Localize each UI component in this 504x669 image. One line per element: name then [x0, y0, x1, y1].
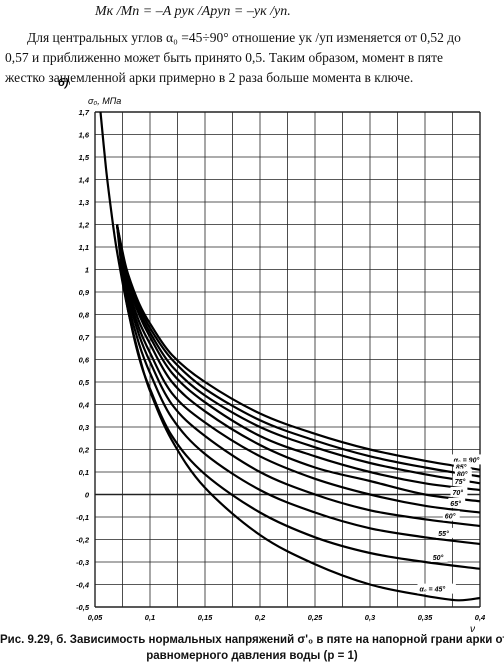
y-tick-label: -0,3	[76, 558, 90, 567]
curve-label: 50°	[433, 554, 444, 562]
x-tick-label: 0,05	[88, 613, 103, 622]
curve-label-bg	[436, 527, 454, 538]
x-tick-label: 0,1	[145, 613, 155, 622]
y-tick-label: 1,1	[79, 243, 89, 252]
curve-label: 85°	[456, 464, 467, 472]
caption-line-1: Рис. 9.29, б. Зависимость нормальных нап…	[0, 634, 504, 646]
panel-label: б)	[58, 77, 69, 89]
curve-label-bg	[454, 468, 472, 479]
curve-label-bg	[452, 475, 470, 486]
curve-label: α₀ = 45°	[420, 586, 446, 594]
caption-line-2: равномерного давления воды (p = 1)	[146, 650, 358, 662]
y-tick-label: 1,5	[79, 153, 90, 162]
y-tick-label: -0,1	[76, 513, 89, 522]
formula: Mк /Mп = –A pyк /Apyп = –yк /yп.	[95, 4, 291, 19]
y-tick-label: 0	[85, 491, 90, 500]
y-axis-label: σ₀, МПа	[88, 96, 121, 106]
grid	[94, 111, 481, 608]
y-tick-label: 1,4	[79, 176, 90, 185]
x-tick-label: 0,35	[418, 613, 433, 622]
curve-label-bg	[442, 510, 460, 521]
y-tick-label: 1	[85, 266, 89, 275]
paragraph-line-1: Для центральных углов α₀ =45÷90° отношен…	[27, 30, 461, 45]
y-tick-label: 0,2	[79, 446, 90, 455]
curve-label-bg	[451, 454, 490, 465]
curve-label-bg	[450, 486, 468, 497]
y-tick-label: -0,5	[76, 603, 90, 612]
curve-label: 65°	[450, 500, 461, 508]
y-tick-label: 0,5	[79, 378, 90, 387]
x-tick-label: 0,25	[308, 613, 323, 622]
series	[99, 111, 481, 602]
curve-label-bg	[448, 497, 466, 508]
series-line	[115, 224, 481, 528]
y-tick-label: 0,1	[79, 468, 89, 477]
y-tick-label: 0,6	[79, 356, 90, 365]
curve-label: 80°	[457, 470, 468, 478]
paragraph: Для центральных углов α₀ =45÷90° отношен…	[5, 28, 499, 88]
curve-label: 70°	[453, 489, 464, 497]
paragraph-line-3: жестко защемленной арки примерно в 2 раз…	[5, 70, 414, 85]
series-line	[115, 224, 481, 514]
x-tick-label: 0,3	[365, 613, 376, 622]
series-line	[115, 224, 481, 503]
y-tick-label: 0,9	[79, 288, 90, 297]
y-tick-label: 0,8	[79, 311, 90, 320]
y-tick-label: -0,4	[76, 581, 90, 590]
curve-labels: α₀ = 90°85°80°75° 70° 65° 60° 55° 50° α₀ = 45°	[417, 454, 490, 594]
x-tick-label: 0,4	[475, 613, 486, 622]
y-tick-label: 0,3	[79, 423, 90, 432]
y-tick-label: 0,4	[79, 401, 90, 410]
y-tick-label: -0,2	[76, 536, 90, 545]
x-axis-label: ν	[470, 624, 475, 635]
curve-label: α₀ = 90°	[454, 456, 480, 464]
y-tick-label: 1,3	[79, 198, 90, 207]
series-line	[99, 111, 481, 602]
curve-label-bg	[430, 551, 448, 562]
x-tick-label: 0,2	[255, 613, 266, 622]
y-tick-label: 0,7	[79, 333, 90, 342]
y-tick-label: 1,2	[79, 221, 90, 230]
curve-label: 55°	[438, 530, 449, 538]
y-tick-label: 1,7	[79, 108, 90, 117]
series-line	[115, 224, 481, 546]
y-tick-label: 1,6	[79, 131, 90, 140]
figure-caption: Рис. 9.29, б. Зависимость нормальных нап…	[0, 632, 504, 664]
curve-label: 60°	[445, 513, 456, 521]
curve-label-bg	[417, 583, 456, 594]
curve-label: 75°	[455, 478, 466, 486]
curve-label-bg	[453, 461, 471, 472]
tick-labels: 1,7 1,6 1,5 1,4 1,3 1,2 1,1 1 0,9 0,8 0,7 0,6 0,5 0,4…	[76, 108, 486, 622]
paragraph-line-2: 0,57 и приближенно может быть принято 0,…	[5, 50, 444, 65]
x-tick-label: 0,15	[198, 613, 213, 622]
series-line	[115, 224, 481, 471]
